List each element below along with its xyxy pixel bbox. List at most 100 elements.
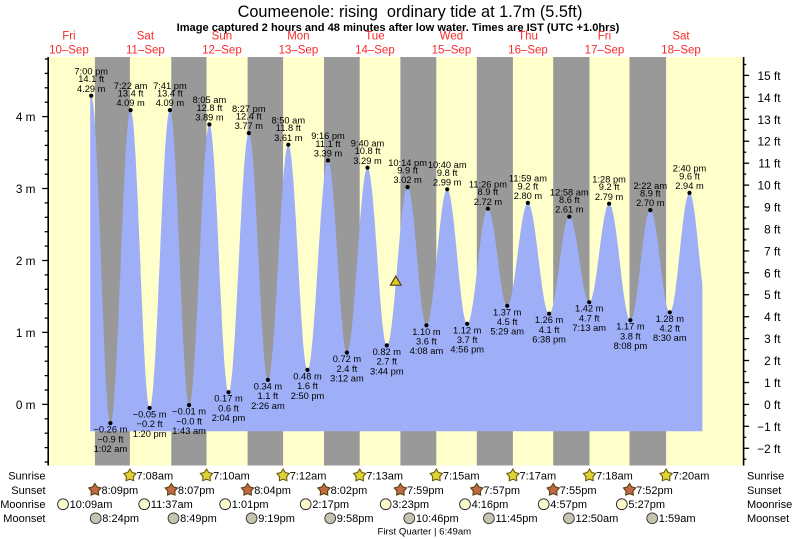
svg-text:14–Sep: 14–Sep xyxy=(355,44,395,56)
svg-text:5 ft: 5 ft xyxy=(764,288,781,302)
svg-text:8:30 am: 8:30 am xyxy=(653,333,687,343)
svg-text:7:08am: 7:08am xyxy=(137,470,174,482)
svg-text:10:40 am: 10:40 am xyxy=(428,160,467,170)
svg-text:1.17 m: 1.17 m xyxy=(616,322,645,332)
svg-text:4.1 ft: 4.1 ft xyxy=(539,325,560,335)
svg-text:9:16 pm: 9:16 pm xyxy=(311,131,345,141)
svg-text:16–Sep: 16–Sep xyxy=(508,44,548,56)
svg-text:7:17am: 7:17am xyxy=(520,470,557,482)
svg-text:5:29 am: 5:29 am xyxy=(490,327,524,337)
svg-text:1.1 ft: 1.1 ft xyxy=(258,391,279,401)
svg-text:2:26 am: 2:26 am xyxy=(251,401,285,411)
svg-text:1.37 m: 1.37 m xyxy=(493,307,522,317)
svg-text:3 m: 3 m xyxy=(16,182,36,196)
svg-text:−1 ft: −1 ft xyxy=(757,420,781,434)
svg-text:3.02 m: 3.02 m xyxy=(393,175,422,185)
svg-text:8.6 ft: 8.6 ft xyxy=(559,195,580,205)
svg-text:2.70 m: 2.70 m xyxy=(636,198,665,208)
svg-text:7:41 pm: 7:41 pm xyxy=(153,81,187,91)
svg-text:1 ft: 1 ft xyxy=(764,376,781,390)
svg-text:0.17 m: 0.17 m xyxy=(214,394,243,404)
svg-text:12.4 ft: 12.4 ft xyxy=(236,112,262,122)
svg-text:3.77 m: 3.77 m xyxy=(235,121,264,131)
svg-text:12:50am: 12:50am xyxy=(576,513,619,525)
svg-text:Sunset: Sunset xyxy=(747,485,781,497)
svg-text:13 ft: 13 ft xyxy=(758,113,782,127)
svg-text:Sunrise: Sunrise xyxy=(8,470,45,482)
svg-text:3.7 ft: 3.7 ft xyxy=(457,335,478,345)
svg-text:0.48 m: 0.48 m xyxy=(293,371,322,381)
svg-text:First Quarter | 6:49am: First Quarter | 6:49am xyxy=(378,527,472,538)
svg-text:8:08 pm: 8:08 pm xyxy=(614,341,648,351)
svg-text:−0.05 m: −0.05 m xyxy=(133,410,167,420)
svg-text:Thu: Thu xyxy=(518,31,538,43)
svg-text:1.28 m: 1.28 m xyxy=(656,314,685,324)
svg-text:4 ft: 4 ft xyxy=(764,310,781,324)
svg-text:Moonset: Moonset xyxy=(3,513,45,525)
svg-text:7:55pm: 7:55pm xyxy=(560,485,597,497)
svg-text:3.8 ft: 3.8 ft xyxy=(620,331,641,341)
svg-text:10–Sep: 10–Sep xyxy=(49,44,89,56)
svg-text:4:16pm: 4:16pm xyxy=(472,499,509,511)
svg-text:4.2 ft: 4.2 ft xyxy=(659,324,680,334)
svg-text:0.72 m: 0.72 m xyxy=(333,354,362,364)
svg-text:7:22 am: 7:22 am xyxy=(114,81,148,91)
svg-text:8:09pm: 8:09pm xyxy=(102,485,139,497)
svg-text:Moonrise: Moonrise xyxy=(747,499,792,511)
svg-text:11:26 pm: 11:26 pm xyxy=(469,179,507,189)
svg-text:Sat: Sat xyxy=(672,31,690,43)
svg-text:9.9 ft: 9.9 ft xyxy=(397,166,418,176)
svg-text:7:15am: 7:15am xyxy=(443,470,480,482)
svg-text:9.2 ft: 9.2 ft xyxy=(599,182,620,192)
svg-text:Fri: Fri xyxy=(62,31,75,43)
svg-text:4.5 ft: 4.5 ft xyxy=(497,317,518,327)
svg-text:12 ft: 12 ft xyxy=(758,135,782,149)
svg-text:3.61 m: 3.61 m xyxy=(274,133,303,143)
svg-text:Sat: Sat xyxy=(137,31,155,43)
svg-text:4.09 m: 4.09 m xyxy=(156,98,185,108)
svg-text:Image captured 2 hours and 48: Image captured 2 hours and 48 minutes af… xyxy=(177,22,620,34)
svg-text:3:44 pm: 3:44 pm xyxy=(370,366,404,376)
svg-text:0.6 ft: 0.6 ft xyxy=(218,403,239,413)
svg-text:Coumeenole: rising ordinary t: Coumeenole: rising ordinary tide at 1.7m… xyxy=(238,3,583,21)
svg-text:1:28 pm: 1:28 pm xyxy=(592,174,626,184)
svg-text:9.6 ft: 9.6 ft xyxy=(679,171,700,181)
svg-text:17–Sep: 17–Sep xyxy=(585,44,625,56)
svg-text:11:45pm: 11:45pm xyxy=(496,513,538,525)
svg-text:2:50 pm: 2:50 pm xyxy=(291,391,325,401)
svg-text:3.89 m: 3.89 m xyxy=(195,113,224,123)
svg-text:Moonset: Moonset xyxy=(747,513,789,525)
svg-text:7:00 pm: 7:00 pm xyxy=(74,66,108,76)
svg-text:Sunset: Sunset xyxy=(11,485,45,497)
svg-text:7:12am: 7:12am xyxy=(290,470,327,482)
svg-text:Moonrise: Moonrise xyxy=(0,499,45,511)
svg-text:−0.0 ft: −0.0 ft xyxy=(176,416,203,426)
svg-text:12–Sep: 12–Sep xyxy=(202,44,242,56)
svg-text:11.1 ft: 11.1 ft xyxy=(315,139,341,149)
svg-text:7:10am: 7:10am xyxy=(213,470,250,482)
svg-text:1.42 m: 1.42 m xyxy=(575,304,604,314)
svg-text:13.4 ft: 13.4 ft xyxy=(157,89,183,99)
svg-text:3.29 m: 3.29 m xyxy=(353,156,382,166)
svg-text:Tue: Tue xyxy=(365,31,384,43)
svg-text:2.72 m: 2.72 m xyxy=(474,197,503,207)
svg-text:3:23pm: 3:23pm xyxy=(392,499,429,511)
svg-text:5:27pm: 5:27pm xyxy=(628,499,665,511)
svg-text:11.8 ft: 11.8 ft xyxy=(276,123,302,133)
svg-text:7:13am: 7:13am xyxy=(366,470,403,482)
svg-text:2 m: 2 m xyxy=(16,254,36,268)
svg-text:2 ft: 2 ft xyxy=(764,354,781,368)
svg-text:9.8 ft: 9.8 ft xyxy=(437,168,458,178)
svg-text:2:04 pm: 2:04 pm xyxy=(212,413,246,423)
svg-text:7:57pm: 7:57pm xyxy=(483,485,520,497)
svg-text:18–Sep: 18–Sep xyxy=(661,44,701,56)
svg-text:6 ft: 6 ft xyxy=(764,266,781,280)
svg-text:1.10 m: 1.10 m xyxy=(412,327,441,337)
svg-text:4 m: 4 m xyxy=(16,110,36,124)
svg-text:2.94 m: 2.94 m xyxy=(675,181,704,191)
svg-text:15 ft: 15 ft xyxy=(758,69,782,83)
svg-text:−0.26 m: −0.26 m xyxy=(93,425,127,435)
svg-text:2.80 m: 2.80 m xyxy=(514,191,543,201)
svg-text:7:18am: 7:18am xyxy=(596,470,633,482)
svg-text:3.39 m: 3.39 m xyxy=(314,149,343,159)
